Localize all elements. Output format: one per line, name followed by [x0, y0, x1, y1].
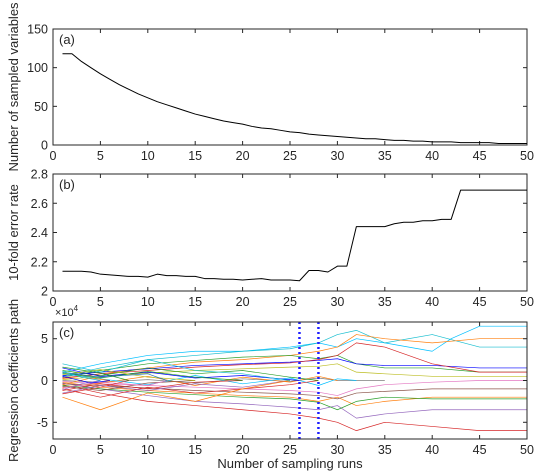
series-line-5 — [62, 382, 527, 419]
panel-a-tag: (a) — [59, 32, 75, 47]
series-line-24 — [62, 370, 243, 381]
x-tick-label: 10 — [141, 149, 155, 163]
series-line-33 — [62, 380, 101, 391]
panel-c-ticks: 0 5 10 15 20 25 30 35 40 45 50-505 — [37, 322, 534, 457]
panel-c-y-multiplier: ×104 — [55, 304, 79, 319]
y-tick-label: 2.6 — [31, 197, 48, 211]
x-tick-label: 25 — [283, 295, 297, 309]
y-tick-label: 5 — [41, 332, 48, 346]
x-tick-label: 40 — [425, 443, 439, 457]
panel-c-tag: (c) — [59, 325, 74, 340]
y-tick-label: 2.2 — [31, 255, 48, 269]
x-tick-label: 45 — [473, 149, 487, 163]
x-tick-label: 45 — [473, 443, 487, 457]
y-tick-label: -5 — [37, 416, 48, 430]
series-line-31 — [62, 377, 110, 386]
series-line-11 — [62, 383, 527, 400]
x-tick-label: 30 — [330, 295, 344, 309]
series-line-12 — [62, 363, 527, 381]
panel-c-y-multiplier-base: ×10 — [55, 307, 74, 319]
panel-c-series — [62, 325, 527, 431]
x-tick-label: 15 — [188, 149, 202, 163]
panel-b-y-axis-label: 10-fold error rate — [6, 184, 21, 281]
panel-c-coefficient-paths: (c) Regression coefficients path Number … — [6, 299, 534, 471]
panel-c-y-axis-label: Regression coefficients path — [6, 299, 21, 462]
series-line-1 — [62, 325, 527, 373]
series-line-26 — [62, 369, 196, 381]
x-tick-label: 25 — [283, 149, 297, 163]
x-tick-label: 40 — [425, 149, 439, 163]
x-tick-label: 20 — [236, 443, 250, 457]
y-tick-label: 2 — [41, 285, 48, 299]
x-tick-label: 25 — [283, 443, 297, 457]
series-line-18 — [62, 367, 319, 381]
series-line-17 — [62, 380, 319, 398]
x-tick-label: 50 — [520, 149, 534, 163]
series-line-9 — [62, 342, 527, 379]
x-tick-label: 5 — [97, 149, 104, 163]
series-line-34 — [62, 370, 101, 381]
series-line-20 — [62, 367, 300, 381]
x-tick-label: 5 — [97, 295, 104, 309]
x-tick-label: 35 — [378, 149, 392, 163]
panel-b-tag: (b) — [59, 177, 75, 192]
series-line-1 — [62, 53, 527, 144]
panel-b-ticks: 0 5 10 15 20 25 30 35 40 45 50 2 2.2 2.4 2.6 2.8 — [31, 168, 534, 310]
panel-a-series — [62, 53, 527, 144]
x-tick-label: 5 — [97, 443, 104, 457]
series-line-14 — [62, 377, 385, 384]
x-tick-label: 30 — [330, 149, 344, 163]
series-line-30 — [62, 366, 129, 381]
x-tick-label: 50 — [520, 443, 534, 457]
series-line-2 — [62, 330, 527, 377]
x-tick-label: 0 — [50, 295, 57, 309]
series-line-28 — [62, 371, 167, 381]
panel-b-frame — [52, 173, 528, 292]
panel-c-y-multiplier-exp: 4 — [74, 304, 79, 313]
x-tick-label: 15 — [188, 443, 202, 457]
panel-a-ticks: 0 5 10 15 20 25 30 35 40 45 50 0 50 100 150 — [27, 23, 534, 164]
series-line-21 — [62, 380, 291, 411]
x-tick-label: 10 — [141, 443, 155, 457]
x-tick-label: 40 — [425, 295, 439, 309]
series-line-16 — [62, 373, 357, 386]
x-tick-label: 35 — [378, 295, 392, 309]
y-tick-label: 2.4 — [31, 226, 48, 240]
panel-b-error-rate: (b) 10-fold error rate 0 5 10 15 20 25 30 35 40 4… — [6, 168, 534, 310]
panel-c-x-axis-label: Number of sampling runs — [217, 456, 363, 471]
y-tick-label: 50 — [34, 100, 48, 114]
x-tick-label: 20 — [236, 295, 250, 309]
series-line-27 — [62, 380, 167, 389]
y-tick-label: 0 — [41, 139, 48, 153]
panel-a-y-axis-label: Number of sampled variables — [6, 2, 21, 172]
series-line-23 — [62, 380, 243, 391]
series-line-32 — [62, 375, 110, 384]
series-line-29 — [62, 380, 129, 395]
y-tick-label: 0 — [41, 374, 48, 388]
y-tick-label: 150 — [27, 23, 48, 37]
series-line-19 — [62, 380, 291, 394]
x-tick-label: 15 — [188, 295, 202, 309]
x-tick-label: 10 — [141, 295, 155, 309]
x-tick-label: 0 — [50, 443, 57, 457]
y-tick-label: 2.8 — [31, 168, 48, 182]
series-line-8 — [62, 358, 527, 376]
x-tick-label: 20 — [236, 149, 250, 163]
x-tick-label: 45 — [473, 295, 487, 309]
y-tick-label: 100 — [27, 61, 48, 75]
x-tick-label: 50 — [520, 295, 534, 309]
x-tick-label: 35 — [378, 443, 392, 457]
panel-b-series — [62, 189, 527, 282]
series-line-1 — [62, 189, 527, 282]
x-tick-label: 30 — [330, 443, 344, 457]
series-line-25 — [62, 380, 196, 391]
panel-a-sampled-variables: (a) Number of sampled variables 0 5 10 15 20… — [6, 2, 534, 172]
x-tick-label: 0 — [50, 149, 57, 163]
